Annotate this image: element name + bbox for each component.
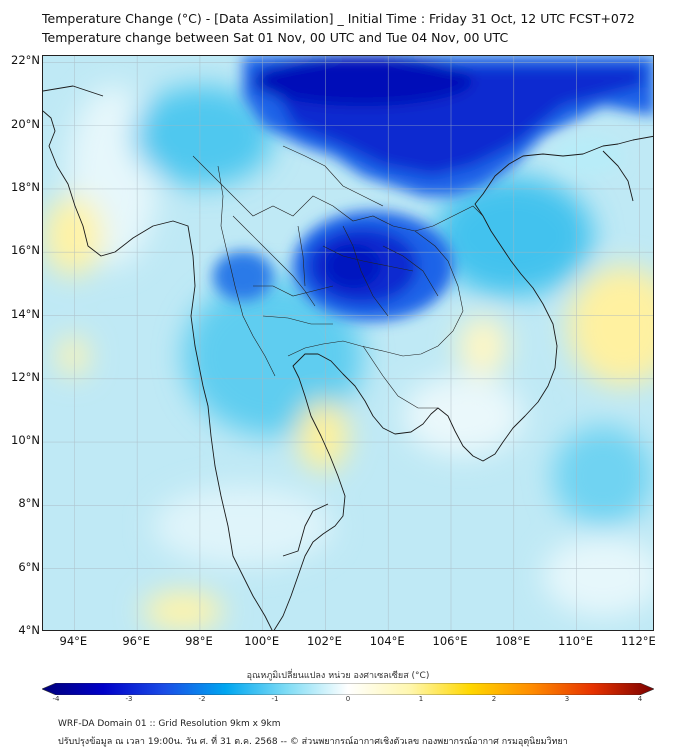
province-line bbox=[297, 225, 306, 287]
province-line bbox=[382, 245, 439, 297]
coastline-gulf bbox=[273, 135, 653, 630]
colorbar-tick: 2 bbox=[491, 695, 497, 703]
border-thailand-myanmar bbox=[217, 165, 276, 377]
lat-label: 20°N bbox=[11, 116, 40, 131]
colorbar-tick: -4 bbox=[52, 695, 60, 703]
colorbar bbox=[41, 680, 655, 696]
colorbar-tick: 4 bbox=[637, 695, 643, 703]
lat-label: 4°N bbox=[18, 623, 40, 637]
coastline-hainan bbox=[602, 150, 634, 202]
lat-label: 6°N bbox=[18, 559, 40, 574]
border-laos-north bbox=[282, 145, 384, 207]
field-cold-zone bbox=[213, 251, 273, 301]
field-cold-core bbox=[213, 56, 653, 321]
field-cyan-zone bbox=[133, 86, 273, 186]
lon-label: 94°E bbox=[59, 634, 88, 648]
lat-label: 10°N bbox=[11, 433, 40, 448]
colorbar-tick: -3 bbox=[125, 695, 133, 703]
coastline-west bbox=[43, 110, 273, 630]
coastline-north bbox=[43, 85, 104, 97]
lon-label: 100°E bbox=[244, 634, 280, 648]
province-line bbox=[342, 225, 389, 317]
colorbar-tick: 1 bbox=[418, 695, 424, 703]
footer-credit: ปรับปรุงข้อมูล ณ เวลา 19:00น. วัน ศ. ที่… bbox=[58, 737, 568, 747]
footer-model-info: WRF-DA Domain 01 :: Grid Resolution 9km … bbox=[58, 719, 281, 729]
field-cold-zone bbox=[325, 244, 381, 288]
field-light-zone bbox=[403, 376, 523, 456]
coastline-peninsula-east bbox=[282, 503, 329, 557]
field-light-zone bbox=[543, 536, 653, 616]
lon-label: 112°E bbox=[620, 634, 656, 648]
lon-label: 110°E bbox=[558, 634, 594, 648]
province-line bbox=[322, 245, 414, 272]
lat-label: 18°N bbox=[11, 179, 40, 194]
graticule bbox=[43, 56, 653, 630]
border-cambodia-vietnam bbox=[362, 345, 438, 409]
field-cyan-zone bbox=[553, 426, 653, 526]
lat-label: 22°N bbox=[11, 53, 40, 68]
field-warm-zone bbox=[568, 266, 653, 386]
lon-label: 104°E bbox=[369, 634, 405, 648]
lat-label: 12°N bbox=[11, 369, 40, 384]
province-line bbox=[253, 285, 334, 297]
lon-label: 98°E bbox=[185, 634, 213, 648]
lat-label: 16°N bbox=[11, 243, 40, 258]
province-line bbox=[262, 315, 333, 325]
chart-title: Temperature Change (°C) - [Data Assimila… bbox=[42, 11, 635, 26]
temperature-change-map bbox=[42, 55, 654, 631]
border-laos-vietnam bbox=[414, 205, 484, 232]
lon-label: 102°E bbox=[306, 634, 342, 648]
field-warm-zone bbox=[58, 336, 88, 376]
field-light-zone bbox=[153, 486, 333, 566]
field-warm-zone bbox=[43, 196, 103, 276]
lon-label: 96°E bbox=[122, 634, 150, 648]
colorbar-tick: -1 bbox=[271, 695, 279, 703]
lon-label: 108°E bbox=[495, 634, 531, 648]
lat-label: 14°N bbox=[11, 306, 40, 321]
colorbar-title: อุณหภูมิเปลี่ยนแปลง หน่วย องศาเซลเซียส (… bbox=[246, 671, 430, 681]
province-line bbox=[232, 215, 316, 307]
colorbar-tick: 3 bbox=[564, 695, 570, 703]
border-thailand-laos-cambodia bbox=[192, 155, 464, 357]
field-warm-zone bbox=[298, 401, 348, 471]
field-cyan-zone bbox=[183, 276, 363, 436]
lat-label: 8°N bbox=[18, 496, 40, 511]
colorbar-tick: -2 bbox=[198, 695, 206, 703]
coastlines bbox=[43, 85, 653, 630]
field-warm-zone bbox=[458, 316, 508, 376]
chart-subtitle: Temperature change between Sat 01 Nov, 0… bbox=[42, 30, 509, 45]
admin-boundaries bbox=[192, 145, 484, 409]
lon-label: 106°E bbox=[432, 634, 468, 648]
field-cold-zone bbox=[253, 56, 473, 106]
colorbar-scale bbox=[41, 682, 655, 696]
field-warm-zone bbox=[143, 591, 223, 630]
colorbar-tick: 0 bbox=[345, 695, 351, 703]
